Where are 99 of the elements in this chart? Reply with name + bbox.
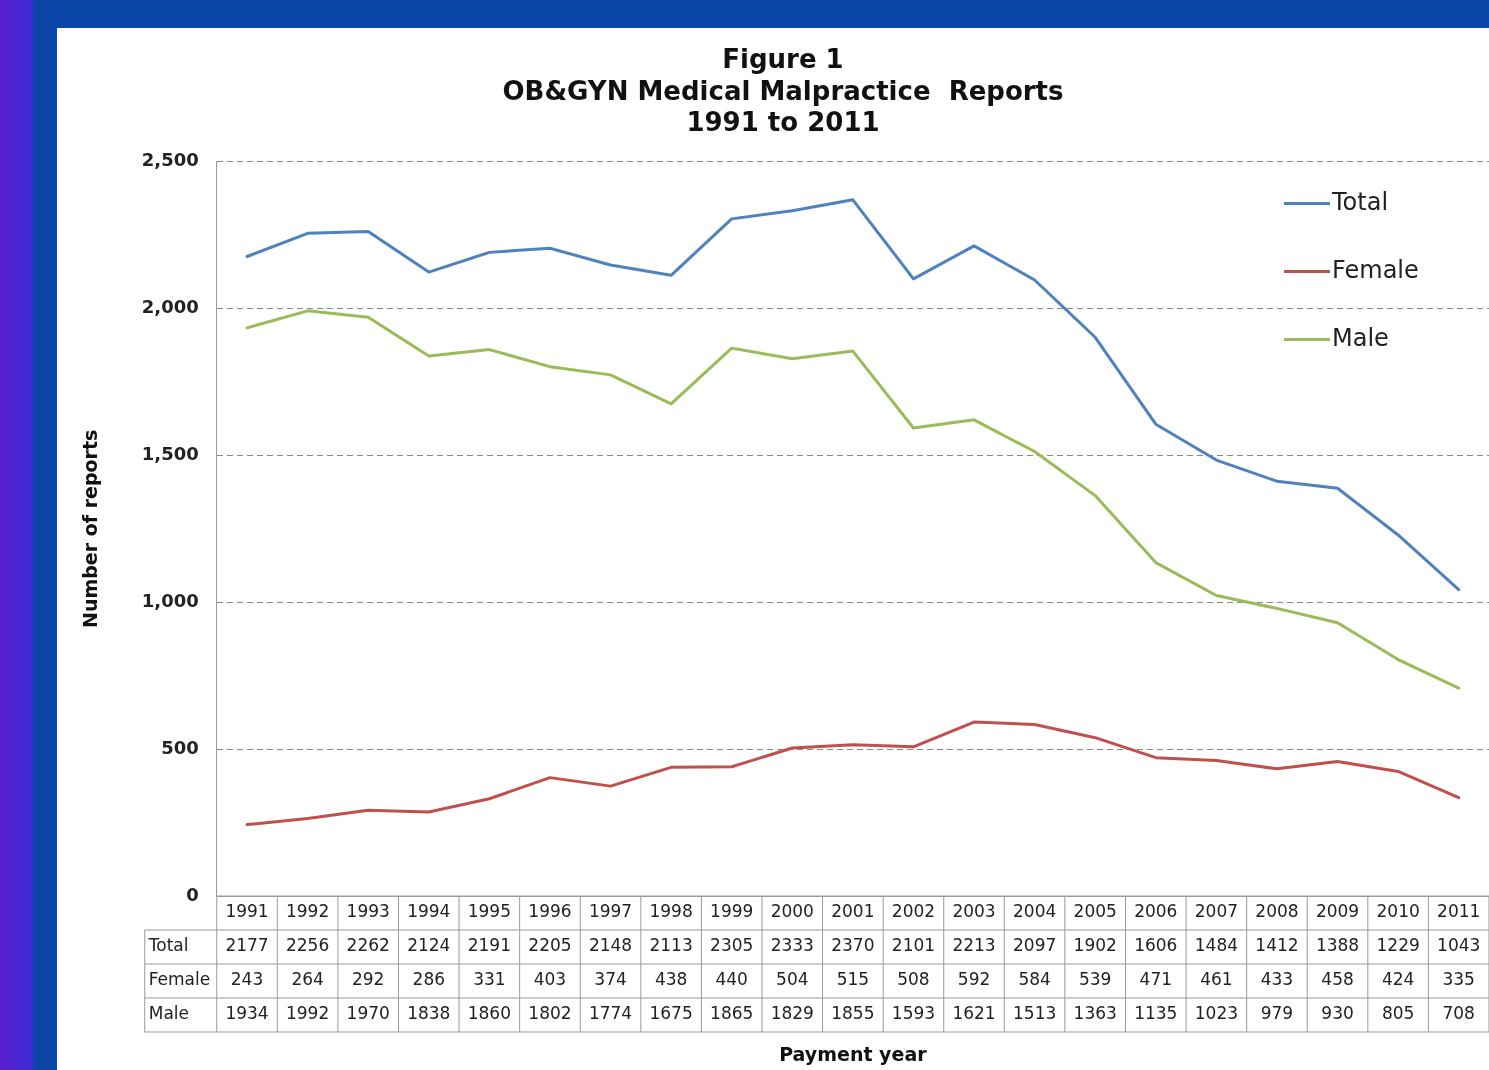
data-label: 1606 bbox=[1134, 935, 1178, 956]
data-label: 1023 bbox=[1194, 1003, 1238, 1024]
data-label: 1135 bbox=[1134, 1003, 1178, 1024]
x-tick-label: 1997 bbox=[588, 901, 633, 922]
data-label: 1229 bbox=[1376, 935, 1420, 956]
text: Total bbox=[148, 935, 189, 956]
data-label: 2148 bbox=[588, 935, 633, 956]
data-label: 2113 bbox=[649, 935, 693, 956]
data-label: 2205 bbox=[528, 935, 572, 956]
data-label: 1855 bbox=[831, 1003, 875, 1024]
data-label: 1388 bbox=[1315, 935, 1360, 956]
data-label: 374 bbox=[594, 969, 627, 990]
x-tick-label: 2009 bbox=[1315, 901, 1360, 922]
x-tick-label: 2002 bbox=[891, 901, 936, 922]
x-tick-label: 2010 bbox=[1376, 901, 1420, 922]
text: Male bbox=[148, 1003, 190, 1024]
data-label: 1621 bbox=[952, 1003, 996, 1024]
data-label: 2262 bbox=[346, 935, 390, 956]
data-label: 471 bbox=[1139, 969, 1173, 990]
data-label: 264 bbox=[291, 969, 324, 990]
data-label: 508 bbox=[897, 969, 930, 990]
data-label: 1774 bbox=[588, 1003, 633, 1024]
data-label: 1513 bbox=[1012, 1003, 1057, 1024]
data-label: 440 bbox=[715, 969, 748, 990]
data-label: 504 bbox=[776, 969, 809, 990]
x-tick-label: 2004 bbox=[1012, 901, 1057, 922]
legend-label: Female bbox=[1332, 255, 1419, 284]
x-tick-label: 2001 bbox=[831, 901, 875, 922]
chart-title: Figure 1 OB&GYN Medical Malpractice Reports 1991 to 2011 bbox=[502, 44, 1064, 137]
data-label: 2256 bbox=[285, 935, 330, 956]
data-label: 335 bbox=[1442, 969, 1475, 990]
data-label: 1675 bbox=[649, 1003, 693, 1024]
text: Female bbox=[148, 969, 211, 990]
data-label: 2213 bbox=[952, 935, 996, 956]
data-label: 1363 bbox=[1073, 1003, 1117, 1024]
data-label: 515 bbox=[836, 969, 870, 990]
data-label: 2101 bbox=[891, 935, 936, 956]
y-tick-label: 0 bbox=[186, 883, 199, 905]
y-tick-label: 1,500 bbox=[141, 443, 199, 465]
data-label: 805 bbox=[1381, 1003, 1415, 1024]
x-tick-label: 2007 bbox=[1194, 901, 1238, 922]
data-label: 331 bbox=[473, 969, 506, 990]
data-label: 2370 bbox=[831, 935, 875, 956]
x-tick-label: 2000 bbox=[770, 901, 814, 922]
legend-label: Total bbox=[1331, 187, 1389, 216]
y-tick-label: 2,500 bbox=[141, 149, 199, 171]
data-label: 1860 bbox=[467, 1003, 511, 1024]
x-tick-label: 1999 bbox=[710, 901, 754, 922]
x-tick-label: 1994 bbox=[407, 901, 451, 922]
data-label: 1865 bbox=[710, 1003, 754, 1024]
data-label: 979 bbox=[1260, 1003, 1294, 1024]
x-tick-label: 1996 bbox=[528, 901, 572, 922]
x-tick-label: 1992 bbox=[285, 901, 330, 922]
data-label: 1970 bbox=[346, 1003, 390, 1024]
x-tick-label: 1993 bbox=[346, 901, 390, 922]
data-label: 243 bbox=[230, 969, 264, 990]
data-label: 708 bbox=[1442, 1003, 1475, 1024]
y-tick-label: 2,000 bbox=[141, 296, 199, 318]
data-label: 1043 bbox=[1437, 935, 1481, 956]
x-tick-label: 2011 bbox=[1437, 901, 1481, 922]
data-label: 2124 bbox=[407, 935, 451, 956]
y-tick-label: 500 bbox=[161, 736, 199, 758]
data-label: 438 bbox=[654, 969, 688, 990]
data-label: 458 bbox=[1321, 969, 1354, 990]
x-tick-label: 1998 bbox=[649, 901, 693, 922]
data-label: 1593 bbox=[891, 1003, 936, 1024]
data-label: 461 bbox=[1200, 969, 1233, 990]
data-label: 1902 bbox=[1073, 935, 1117, 956]
data-label: 1802 bbox=[528, 1003, 572, 1024]
x-tick-label: 2006 bbox=[1134, 901, 1178, 922]
data-label: 539 bbox=[1078, 969, 1112, 990]
data-label: 286 bbox=[412, 969, 446, 990]
data-label: 1484 bbox=[1194, 935, 1238, 956]
data-label: 1829 bbox=[770, 1003, 814, 1024]
data-label: 424 bbox=[1381, 969, 1415, 990]
data-label: 2097 bbox=[1012, 935, 1057, 956]
data-label: 1412 bbox=[1255, 935, 1299, 956]
y-tick-label: 1,000 bbox=[141, 589, 199, 611]
data-label: 292 bbox=[351, 969, 385, 990]
data-label: 2305 bbox=[710, 935, 754, 956]
data-label: 592 bbox=[957, 969, 991, 990]
x-tick-label: 2005 bbox=[1073, 901, 1117, 922]
data-label: 2333 bbox=[770, 935, 814, 956]
x-tick-label: 1991 bbox=[225, 901, 269, 922]
data-label: 403 bbox=[533, 969, 567, 990]
y-axis-title: Number of reports bbox=[79, 429, 102, 628]
x-tick-label: 2003 bbox=[952, 901, 996, 922]
data-label: 584 bbox=[1018, 969, 1051, 990]
data-label: 433 bbox=[1260, 969, 1294, 990]
x-tick-label: 2008 bbox=[1255, 901, 1299, 922]
data-label: 2177 bbox=[225, 935, 269, 956]
data-label: 1934 bbox=[225, 1003, 269, 1024]
text: Payment year bbox=[779, 1043, 928, 1066]
data-label: 2191 bbox=[467, 935, 511, 956]
legend-label: Male bbox=[1332, 323, 1389, 352]
data-label: 930 bbox=[1321, 1003, 1354, 1024]
x-tick-label: 1995 bbox=[467, 901, 511, 922]
data-label: 1838 bbox=[407, 1003, 451, 1024]
data-label: 1992 bbox=[285, 1003, 330, 1024]
